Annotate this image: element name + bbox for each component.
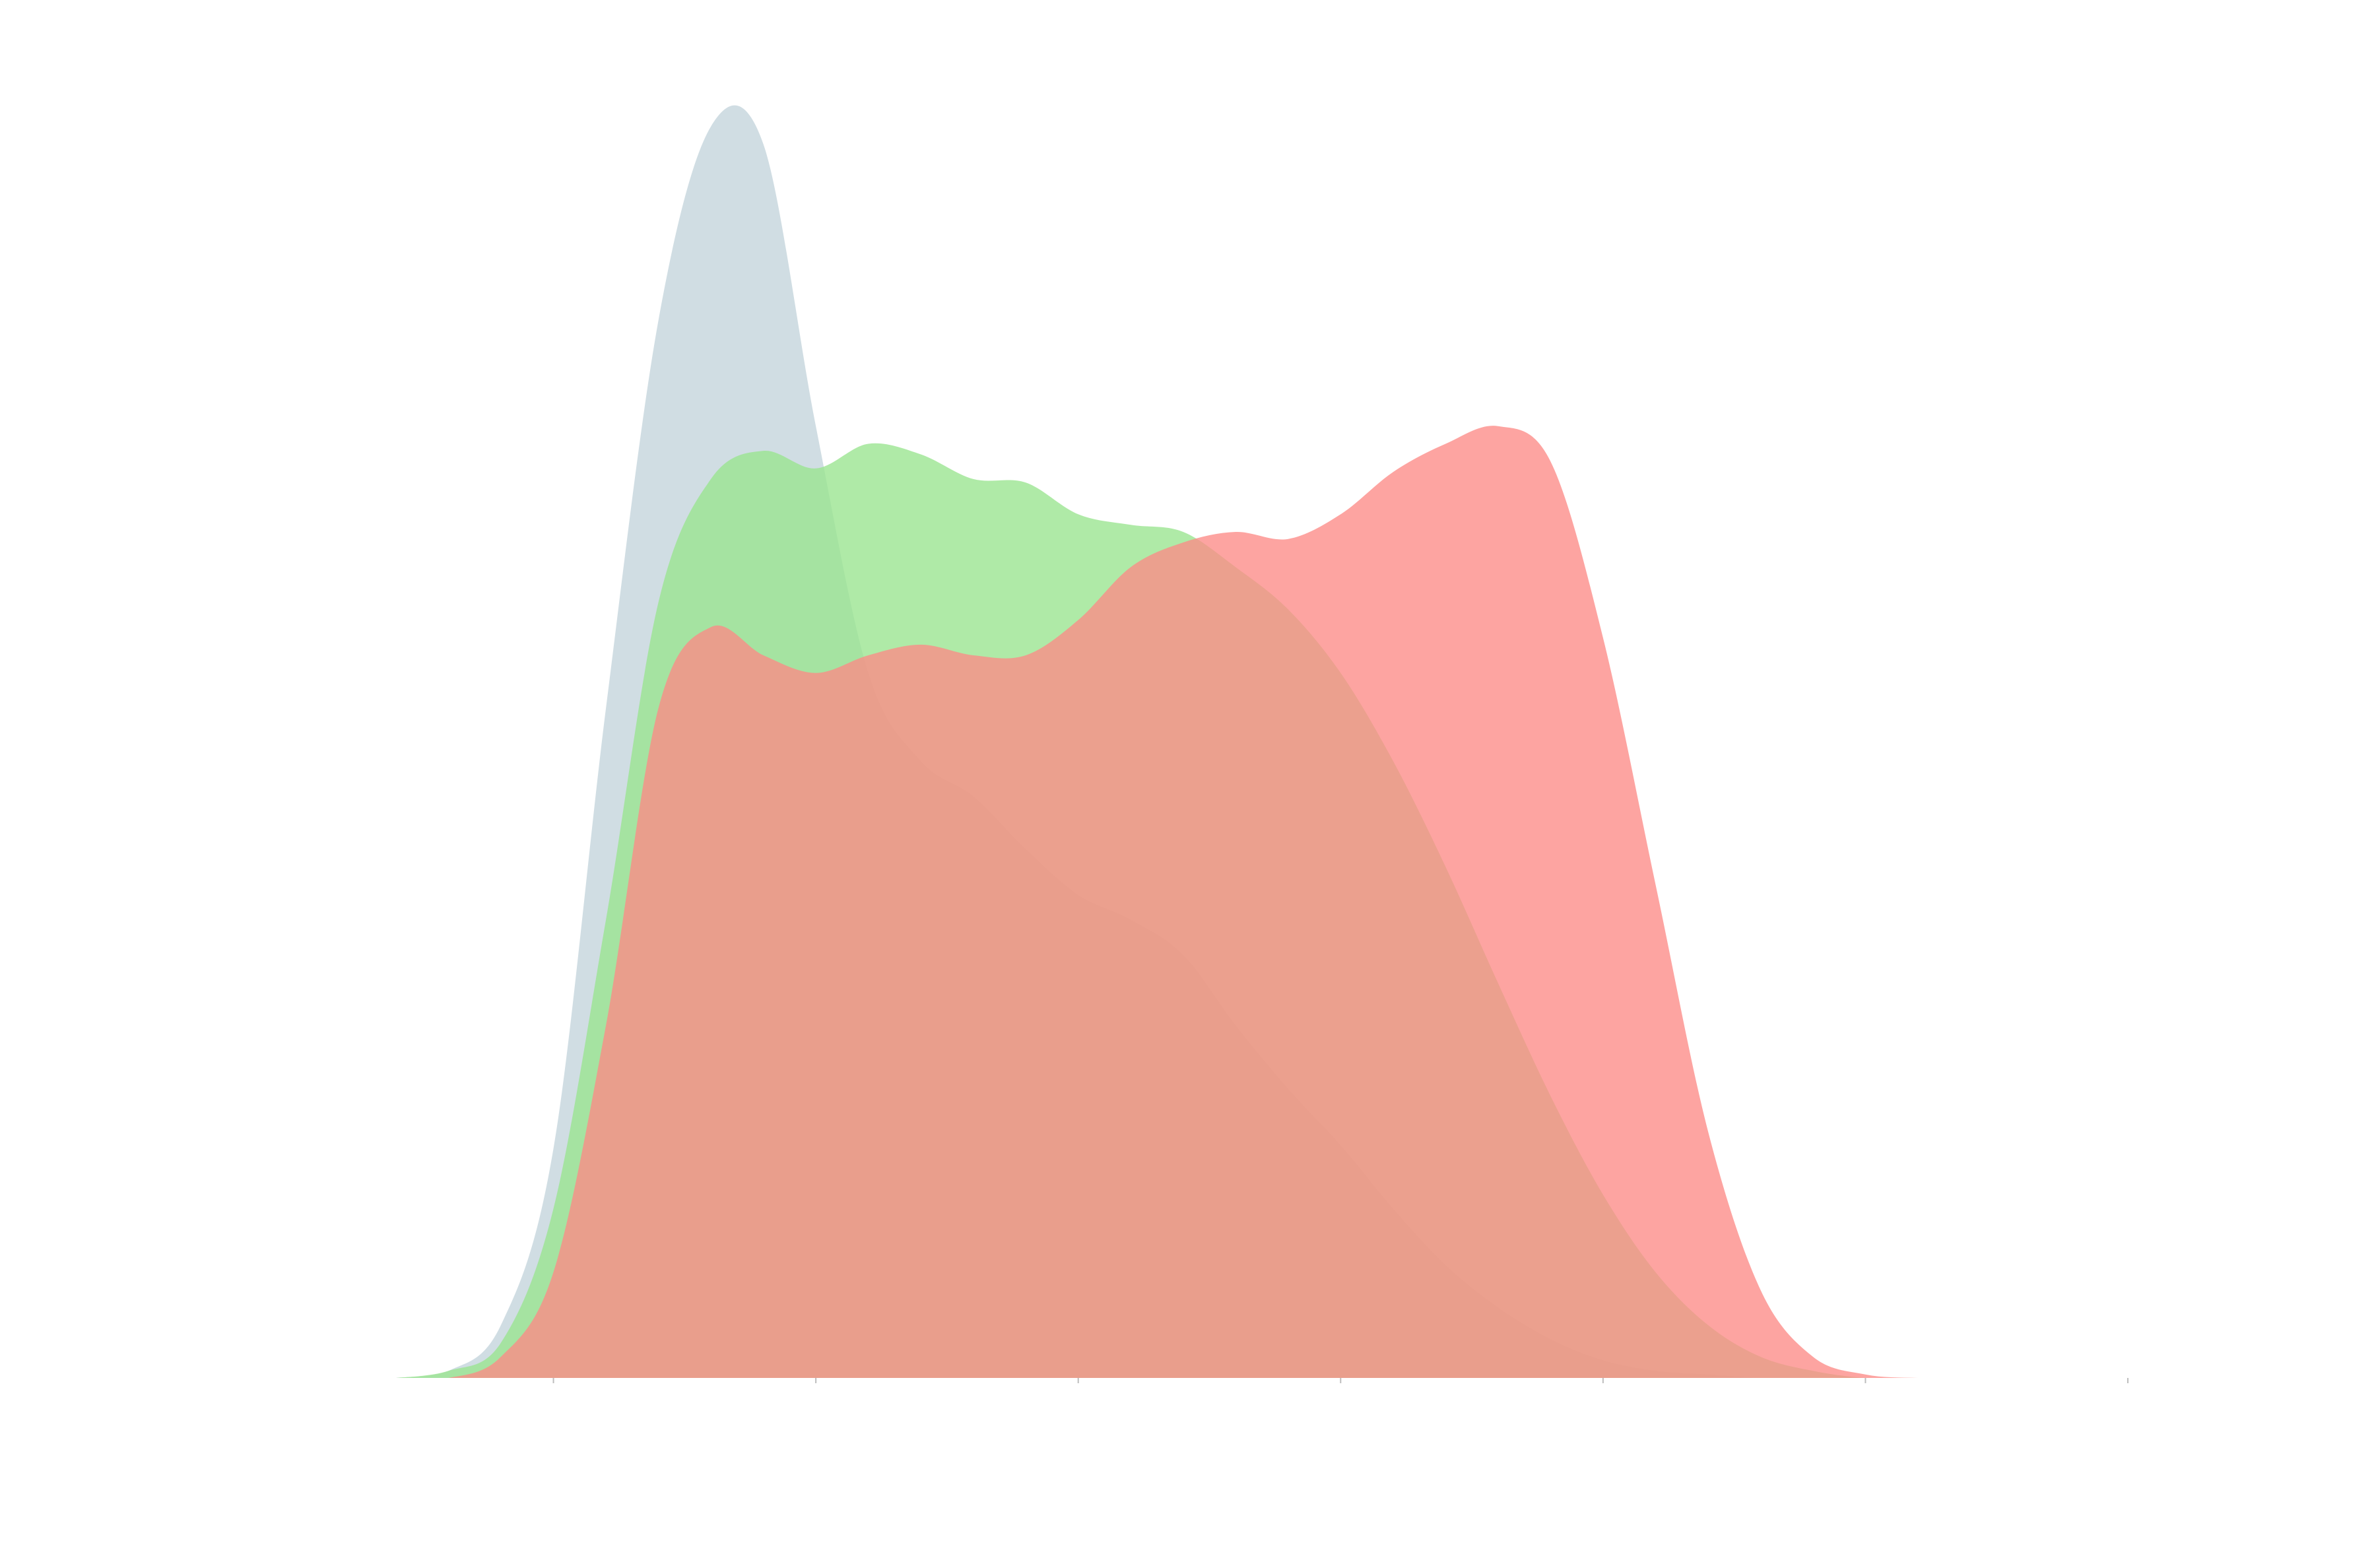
x-axis [552, 1378, 2128, 1383]
series-layer [396, 105, 2128, 1378]
density-area-series-3 [396, 426, 2128, 1378]
